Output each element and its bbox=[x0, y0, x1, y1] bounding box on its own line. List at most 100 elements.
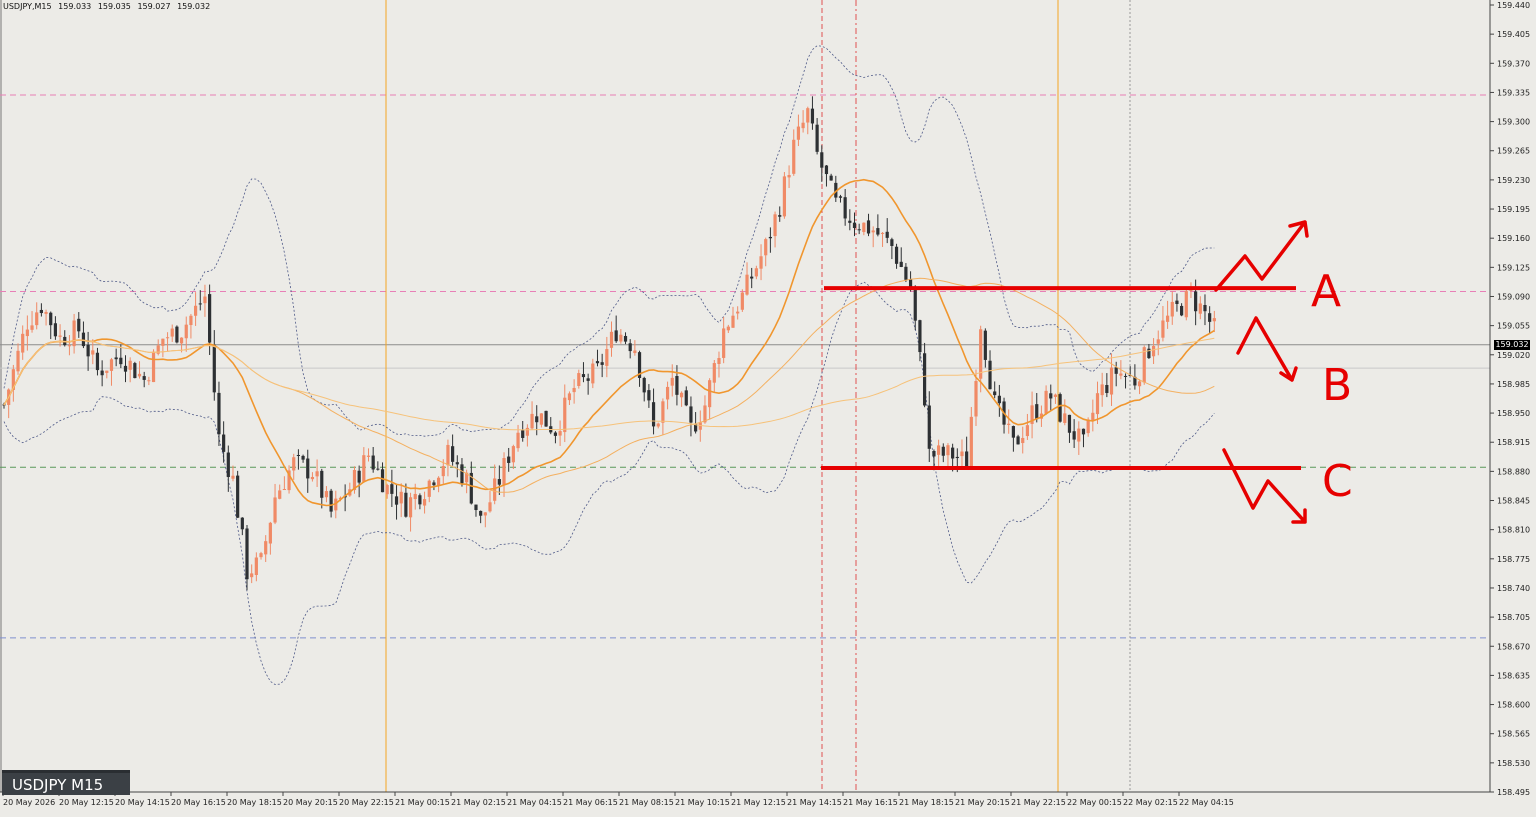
y-tick-label-27: 158.495 bbox=[1497, 788, 1530, 797]
candle-body-162 bbox=[759, 256, 763, 269]
candle-body-11 bbox=[53, 323, 58, 337]
candle-body-84 bbox=[394, 496, 399, 505]
candle-body-259 bbox=[1212, 318, 1216, 322]
candle-body-227 bbox=[1063, 413, 1067, 423]
candle-body-203 bbox=[951, 447, 955, 459]
x-tick-label-4: 20 May 18:15 bbox=[227, 798, 282, 807]
candle-body-154 bbox=[722, 328, 726, 358]
candle-body-69 bbox=[324, 491, 329, 498]
candle-body-68 bbox=[320, 470, 324, 498]
candle-body-6 bbox=[30, 325, 34, 330]
candle-body-161 bbox=[754, 268, 758, 277]
x-tick-label-21: 22 May 04:15 bbox=[1179, 798, 1234, 807]
candle-body-131 bbox=[614, 330, 618, 342]
y-tick-label-1: 159.405 bbox=[1497, 30, 1530, 39]
candle-body-242 bbox=[1133, 376, 1137, 386]
candle-body-106 bbox=[497, 479, 501, 485]
candle-body-87 bbox=[408, 497, 413, 518]
x-tick-label-6: 20 May 22:15 bbox=[339, 798, 394, 807]
candle-body-114 bbox=[535, 416, 539, 423]
upper-band bbox=[3, 45, 1215, 437]
y-tick-label-15: 158.915 bbox=[1497, 438, 1530, 447]
candle-body-152 bbox=[712, 363, 716, 383]
candle-body-190 bbox=[890, 239, 894, 246]
candle-body-169 bbox=[792, 139, 796, 174]
candle-body-102 bbox=[479, 510, 483, 516]
candle-body-184 bbox=[862, 222, 866, 233]
candle-body-95 bbox=[446, 444, 450, 466]
candle-body-252 bbox=[1180, 305, 1184, 316]
y-tick-label-24: 158.600 bbox=[1497, 701, 1530, 710]
candle-body-54 bbox=[254, 557, 258, 575]
candle-body-16 bbox=[77, 318, 81, 332]
candle-body-192 bbox=[899, 261, 903, 267]
candle-body-50 bbox=[236, 475, 240, 518]
candle-body-7 bbox=[35, 312, 39, 326]
candle-body-27 bbox=[128, 360, 132, 370]
zone-label-a: A bbox=[1311, 266, 1341, 317]
candle-body-138 bbox=[647, 390, 651, 401]
candle-body-47 bbox=[222, 434, 226, 452]
candle-body-58 bbox=[273, 497, 277, 523]
y-tick-label-3: 159.335 bbox=[1497, 88, 1530, 97]
candle-body-128 bbox=[600, 362, 604, 365]
candle-body-89 bbox=[418, 495, 422, 505]
candle-body-23 bbox=[109, 359, 114, 371]
candle-body-85 bbox=[399, 491, 403, 504]
candle-body-79 bbox=[371, 455, 375, 470]
candle-body-136 bbox=[637, 352, 642, 378]
candle-body-160 bbox=[750, 276, 754, 279]
y-tick-label-17: 158.845 bbox=[1497, 497, 1530, 506]
candle-body-20 bbox=[95, 352, 100, 371]
candle-body-245 bbox=[1147, 348, 1151, 359]
price-axis: 159.440 159.405 159.370 159.335 159.300 159.2… bbox=[1489, 0, 1530, 797]
candle-body-191 bbox=[894, 246, 899, 264]
x-tick-label-16: 21 May 18:15 bbox=[899, 798, 954, 807]
candle-body-155 bbox=[726, 326, 730, 331]
candle-body-44 bbox=[208, 294, 212, 343]
candle-body-77 bbox=[362, 455, 366, 483]
candle-body-98 bbox=[460, 464, 464, 484]
candle-body-99 bbox=[465, 472, 469, 483]
candle-body-143 bbox=[670, 377, 674, 386]
candle-body-239 bbox=[1119, 373, 1123, 376]
candle-body-71 bbox=[334, 498, 338, 511]
candle-body-36 bbox=[170, 328, 174, 337]
chart-guides bbox=[0, 0, 1490, 792]
x-tick-label-1: 20 May 12:15 bbox=[59, 798, 114, 807]
candle-body-8 bbox=[39, 309, 43, 314]
candle-body-226 bbox=[1058, 394, 1062, 422]
candle-body-43 bbox=[203, 296, 207, 304]
candle-body-103 bbox=[483, 512, 487, 516]
candle-body-254 bbox=[1189, 289, 1193, 291]
candle-body-83 bbox=[390, 484, 394, 494]
candle-body-224 bbox=[1049, 393, 1053, 399]
candle-body-34 bbox=[161, 338, 165, 346]
candle-body-196 bbox=[918, 320, 922, 353]
x-tick-label-14: 21 May 14:15 bbox=[787, 798, 842, 807]
candle-body-104 bbox=[488, 502, 492, 512]
candle-body-91 bbox=[427, 480, 431, 497]
x-tick-label-5: 20 May 20:15 bbox=[283, 798, 338, 807]
moving-averages bbox=[3, 178, 1215, 507]
time-axis: 20 May 2026 20 May 12:15 20 May 14:15 20 Ma… bbox=[0, 791, 1490, 807]
candle-body-237 bbox=[1109, 367, 1114, 395]
candle-body-123 bbox=[577, 373, 581, 386]
x-tick-label-15: 21 May 16:15 bbox=[843, 798, 898, 807]
y-tick-label-0: 159.440 bbox=[1497, 1, 1530, 10]
candle-body-201 bbox=[941, 446, 945, 456]
candle-body-105 bbox=[493, 478, 497, 501]
candle-body-197 bbox=[922, 353, 927, 406]
y-tick-label-2: 159.370 bbox=[1497, 59, 1530, 68]
close-value: 159.032 bbox=[177, 2, 211, 11]
candle-body-232 bbox=[1086, 419, 1090, 434]
candle-body-70 bbox=[329, 490, 333, 512]
candle-body-213 bbox=[997, 395, 1001, 404]
candle-body-119 bbox=[558, 431, 562, 436]
chart-header: USDJPY,M15 159.033 159.035 159.027 159.0… bbox=[3, 2, 214, 11]
candle-body-94 bbox=[441, 466, 445, 477]
candle-body-234 bbox=[1095, 393, 1100, 415]
candle-body-258 bbox=[1208, 313, 1212, 322]
candle-body-62 bbox=[292, 457, 296, 471]
